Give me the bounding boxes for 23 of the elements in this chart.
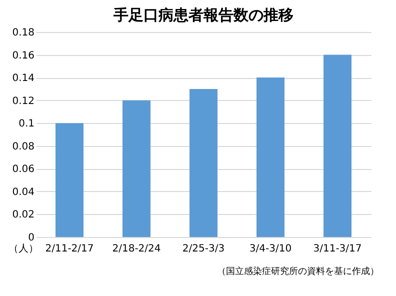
y-tick-label: 0.14	[12, 73, 34, 84]
bar	[190, 88, 218, 237]
x-tick-label: 2/25-3/3	[182, 244, 225, 254]
chart-title: 手足口病患者報告数の推移	[112, 6, 294, 24]
bar	[122, 100, 150, 237]
y-tick-label: 0.04	[12, 186, 34, 198]
x-tick-label: 3/4-3/10	[249, 244, 292, 254]
y-axis-title: （人）	[8, 244, 38, 254]
x-tick-label: 2/11-2/17	[45, 244, 94, 254]
y-tick-label: 0.12	[12, 96, 34, 107]
y-tick-label: 0.06	[12, 164, 34, 176]
bar	[256, 78, 284, 237]
y-tick-label: 0.18	[12, 28, 34, 38]
y-tick-label: 0.02	[12, 210, 34, 221]
x-tick-label: 2/18-2/24	[112, 244, 161, 254]
y-tick-label: 0.16	[12, 50, 34, 62]
text: （国立感染症研究所の資料を基に作成）	[217, 266, 379, 277]
y-tick-label: 0	[28, 232, 34, 244]
x-tick-label: 3/11-3/17	[313, 244, 362, 254]
bar	[324, 54, 352, 237]
bar	[56, 123, 84, 237]
y-tick-label: 0.08	[12, 141, 34, 152]
y-tick-label: 0.1	[18, 118, 34, 130]
